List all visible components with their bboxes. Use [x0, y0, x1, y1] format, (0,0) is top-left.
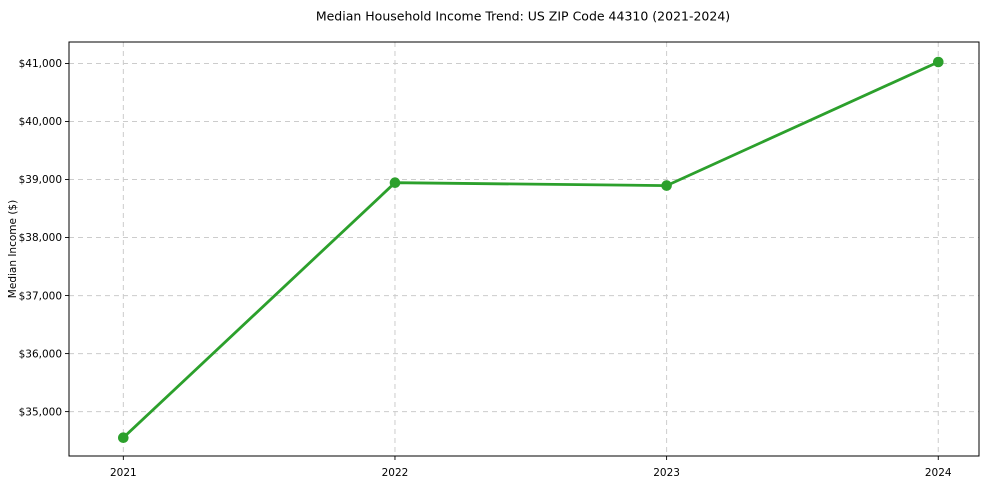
y-tick-label: $37,000: [19, 290, 62, 302]
y-tick-label: $36,000: [19, 348, 62, 360]
x-tick-label: 2023: [653, 467, 680, 479]
series-line: [121, 60, 940, 440]
x-tick-label: 2022: [382, 467, 409, 479]
data-point-2021: [118, 432, 129, 444]
y-tick-label: $38,000: [19, 232, 62, 244]
x-tick-label: 2024: [925, 467, 952, 479]
y-tick-label: $39,000: [19, 174, 62, 186]
y-tick-label: $41,000: [19, 58, 62, 70]
y-tick-label: $35,000: [19, 406, 62, 418]
chart-title: Median Household Income Trend: US ZIP Co…: [316, 9, 730, 24]
y-tick-label: $40,000: [19, 116, 62, 128]
series-layer: [118, 56, 944, 444]
x-tick-label: 2021: [110, 467, 137, 479]
plot-border: [68, 41, 980, 457]
data-point-2024: [933, 56, 944, 68]
y-axis-label: Median Income ($): [7, 200, 19, 298]
axis-layer: $35,000 $36,000 $37,000 $38,000 $39,000 $40,0…: [19, 41, 980, 479]
data-point-2023: [661, 180, 672, 191]
grid-layer: [69, 42, 979, 456]
data-point-2022: [389, 177, 401, 188]
